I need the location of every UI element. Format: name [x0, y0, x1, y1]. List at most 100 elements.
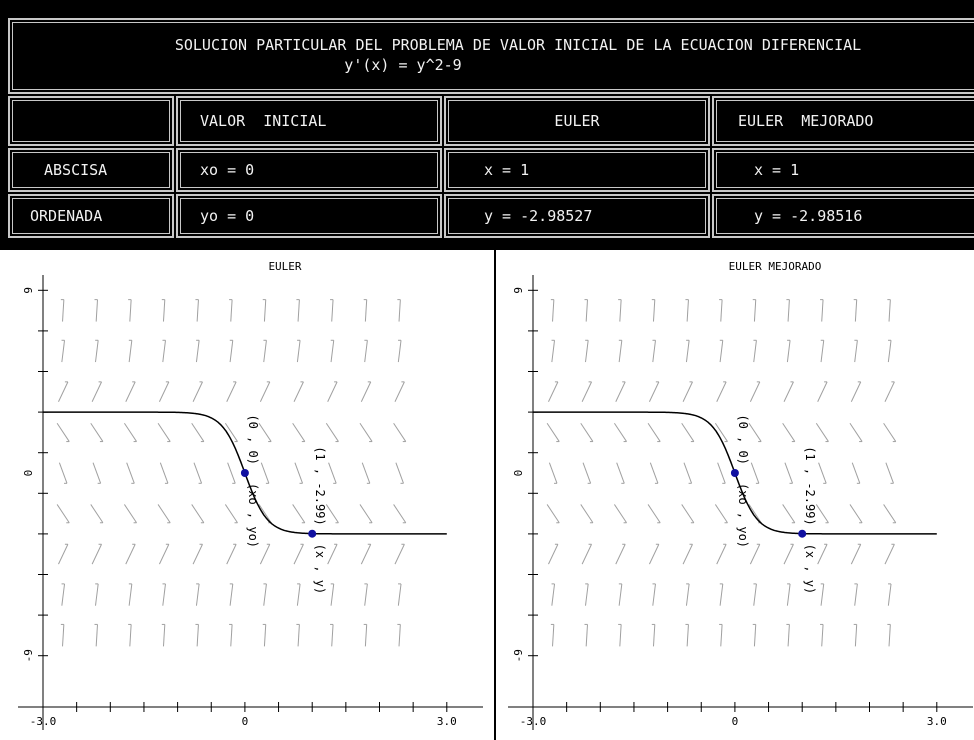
direction-segment: [129, 299, 132, 322]
direction-segment: [720, 299, 723, 322]
direction-segment: [263, 624, 267, 647]
y-tick-label: 0: [512, 470, 525, 477]
direction-segment: [293, 544, 304, 565]
initial-point: [730, 469, 739, 477]
direction-segment: [125, 544, 136, 565]
x-tick-label: 3.0: [927, 715, 947, 728]
direction-segment: [652, 299, 656, 322]
direction-segment: [330, 583, 335, 606]
direction-segment: [720, 624, 723, 647]
direction-segment: [686, 624, 689, 647]
direction-segment: [615, 544, 626, 565]
direction-segment: [327, 381, 338, 402]
col-header-2: EULER: [554, 112, 600, 130]
point-value-label: (0 , 0): [736, 414, 750, 465]
direction-segment: [854, 583, 858, 606]
direction-segment: [546, 422, 560, 442]
direction-segment: [192, 544, 203, 565]
direction-segment: [585, 624, 589, 647]
direction-segment: [123, 504, 137, 524]
direction-segment: [331, 299, 334, 322]
direction-segment: [854, 624, 858, 647]
direction-segment: [196, 299, 199, 322]
direction-segment: [330, 340, 335, 363]
direction-segment: [394, 381, 405, 402]
direction-segment: [647, 504, 661, 524]
direction-segment: [821, 624, 824, 647]
direction-segment: [652, 624, 656, 647]
direction-segment: [162, 299, 166, 322]
euler-y-value: y = -2.98527: [484, 207, 593, 225]
direction-segment: [58, 544, 69, 565]
col-header-3: EULER MEJORADO: [738, 112, 874, 130]
direction-segment: [817, 381, 828, 402]
direction-segment: [162, 340, 166, 363]
y-tick-label: 9: [512, 287, 525, 294]
direction-segment: [888, 299, 891, 322]
direction-segment: [582, 462, 592, 484]
x-tick-label: 0: [732, 715, 739, 728]
direction-segment: [548, 544, 559, 565]
direction-segment: [158, 544, 170, 565]
direction-segment: [90, 504, 104, 524]
direction-segment: [95, 583, 99, 606]
direction-segment: [125, 381, 136, 402]
point-value-label: (0 , 0): [246, 414, 260, 465]
direction-field: [56, 299, 407, 647]
mejorado-x-value: x = 1: [754, 161, 800, 179]
direction-field: [546, 299, 897, 647]
direction-segment: [753, 299, 757, 322]
direction-segment: [787, 624, 790, 647]
direction-segment: [61, 583, 66, 606]
direction-segment: [619, 624, 622, 647]
direction-segment: [191, 504, 205, 524]
initial-point: [240, 469, 249, 477]
direction-segment: [685, 583, 690, 606]
direction-segment: [719, 340, 724, 363]
direction-segment: [157, 422, 171, 442]
direction-segment: [292, 504, 306, 524]
direction-segment: [364, 583, 368, 606]
direction-segment: [648, 544, 660, 565]
direction-segment: [820, 583, 825, 606]
x-tick-label: -3.0: [520, 715, 547, 728]
direction-segment: [128, 340, 133, 363]
direction-segment: [327, 544, 338, 565]
direction-segment: [618, 340, 623, 363]
direction-segment: [681, 504, 695, 524]
euler-x-value: x = 1: [484, 161, 530, 179]
direction-segment: [359, 504, 373, 524]
direction-segment: [90, 422, 104, 442]
direction-segment: [297, 624, 300, 647]
direction-segment: [56, 422, 70, 442]
direction-segment: [157, 504, 171, 524]
header-euler: [444, 96, 710, 146]
direction-segment: [123, 422, 137, 442]
direction-segment: [552, 299, 555, 322]
direction-segment: [196, 624, 199, 647]
direction-segment: [91, 381, 103, 402]
y-tick-label: 9: [22, 287, 35, 294]
direction-segment: [649, 462, 659, 484]
direction-segment: [195, 583, 200, 606]
direction-segment: [851, 462, 861, 484]
direction-segment: [158, 381, 170, 402]
x-tick-label: 0: [242, 715, 249, 728]
point-name-label: (x , y): [313, 544, 327, 595]
direction-segment: [854, 299, 858, 322]
direction-segment: [548, 381, 559, 402]
chart-title: EULER MEJORADO: [729, 260, 822, 273]
direction-segment: [719, 583, 724, 606]
direction-segment: [783, 381, 794, 402]
direction-segment: [585, 299, 589, 322]
direction-segment: [546, 504, 560, 524]
title-line-1: SOLUCION PARTICULAR DEL PROBLEMA DE VALO…: [174, 36, 862, 54]
y-tick-label: -9: [22, 649, 35, 662]
row-ordenada-label: ORDENADA: [30, 207, 103, 225]
y-tick-label: 0: [22, 470, 35, 477]
direction-segment: [364, 624, 368, 647]
direction-segment: [393, 504, 407, 524]
direction-segment: [581, 381, 593, 402]
point-name-label: (xo , yo): [246, 483, 260, 548]
direction-segment: [716, 381, 727, 402]
